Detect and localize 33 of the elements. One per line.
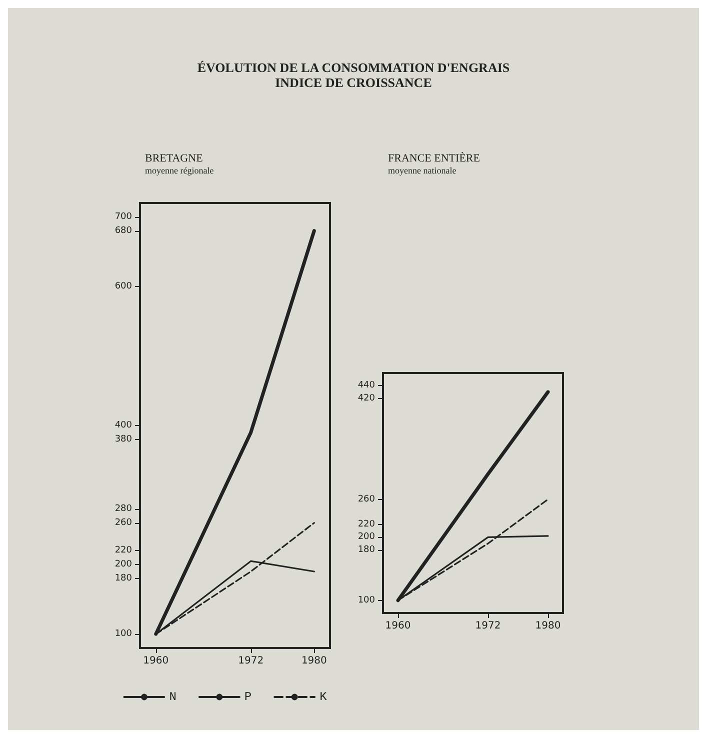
chart-title: FRANCE ENTIÈRE: [388, 152, 480, 164]
legend-label: P: [244, 690, 252, 704]
x-tick-label: 1960: [143, 656, 169, 666]
x-tick-label: 1972: [238, 656, 264, 666]
text: ÉVOLUTION DE LA CONSOMMATION D'ENGRAIS: [196, 60, 511, 75]
y-tick-label: 400: [114, 420, 132, 430]
chart-title: BRETAGNE: [145, 152, 204, 164]
y-tick-label: 100: [358, 595, 376, 606]
y-tick-label: 600: [114, 281, 132, 292]
y-tick-label: 420: [358, 393, 376, 404]
y-tick-label: 200: [114, 560, 132, 570]
x-tick-label: 1972: [475, 620, 501, 632]
y-tick-label: 440: [358, 380, 376, 391]
chart-subtitle: moyenne nationale: [388, 166, 456, 176]
legend-label: N: [169, 690, 176, 704]
y-tick-label: 700: [114, 212, 132, 222]
y-tick-label: 180: [358, 544, 376, 555]
y-tick-label: 100: [114, 629, 132, 640]
y-tick-label: 680: [114, 226, 132, 236]
x-tick-label: 1960: [385, 620, 411, 632]
x-tick-label: 1980: [535, 620, 561, 632]
chart-subtitle: moyenne régionale: [145, 166, 214, 176]
y-tick-label: 280: [114, 504, 132, 514]
y-tick-label: 380: [114, 434, 132, 444]
y-tick-label: 260: [358, 494, 376, 504]
y-tick-label: 220: [114, 546, 132, 556]
legend-label: K: [320, 690, 328, 704]
y-tick-label: 220: [358, 520, 376, 530]
y-tick-label: 180: [114, 573, 132, 584]
x-tick-label: 1980: [301, 656, 327, 666]
text: INDICE DE CROISSANCE: [274, 75, 433, 90]
y-tick-label: 200: [358, 532, 376, 542]
y-tick-label: 260: [114, 518, 132, 528]
